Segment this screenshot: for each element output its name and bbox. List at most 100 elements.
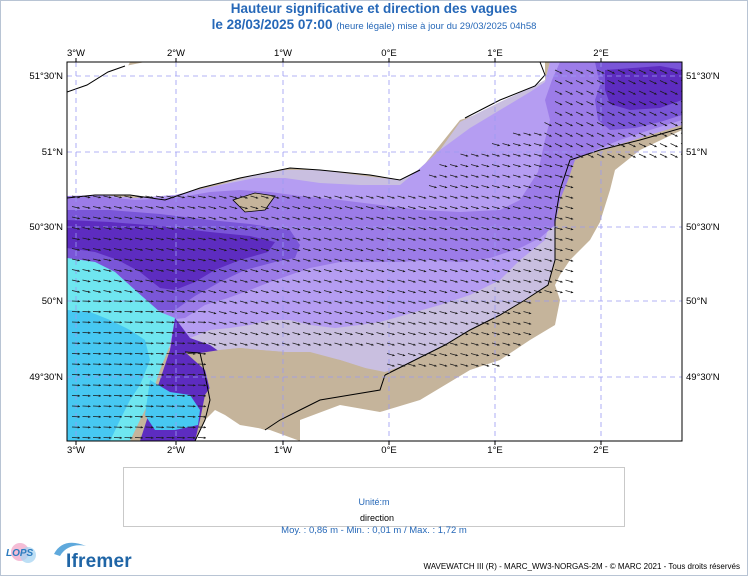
wave-arrow-head: [140, 331, 143, 334]
wave-arrow-head: [193, 352, 196, 355]
direction-text: direction: [360, 513, 395, 523]
wave-arrow-head: [203, 269, 206, 272]
wave-arrow-head: [497, 143, 500, 147]
lon-tick-label: 1°E: [487, 445, 502, 456]
wave-arrow-head: [528, 280, 532, 283]
wave-arrow-head: [539, 185, 542, 189]
wave-arrow-head: [434, 322, 437, 325]
wave-arrow-head: [203, 310, 206, 313]
map-subtitle: le 28/03/2025 07:00 (heure légale) mise …: [0, 17, 748, 32]
wave-arrow-head: [371, 322, 374, 325]
wave-arrow-head: [601, 92, 605, 95]
lat-tick-label: 49°30'N: [686, 372, 720, 383]
wave-arrow-head: [549, 185, 553, 189]
wave-arrow-head: [497, 248, 500, 252]
wave-arrow-head: [98, 426, 101, 429]
wave-arrow-head: [381, 227, 385, 231]
lops-text: LOPS: [6, 548, 34, 559]
map-border: [66, 61, 683, 442]
wave-arrow-head: [171, 269, 175, 272]
wave-arrow-head: [182, 415, 185, 418]
wave-arrow-head: [402, 311, 406, 315]
wave-arrow-head: [88, 405, 91, 408]
wave-arrow-head: [580, 113, 584, 116]
england-coast: [67, 65, 421, 201]
wave-arrow-head: [88, 310, 91, 313]
wave-arrow-head: [612, 102, 615, 106]
wave-arrow-head: [172, 321, 175, 324]
wave-arrow-head: [455, 301, 458, 304]
wave-arrow-head: [350, 248, 353, 252]
wave-arrow-head: [402, 332, 406, 336]
wave-arrow-head: [308, 259, 311, 262]
wave-arrow-head: [612, 155, 615, 158]
wave-arrow-head: [455, 227, 458, 231]
wave-arrow-head: [203, 248, 206, 251]
wave-arrow-head: [297, 269, 301, 273]
wave-arrow-head: [129, 290, 133, 293]
wave-arrow-head: [182, 373, 185, 376]
wave-arrow-head: [234, 280, 238, 283]
wave-arrow-head: [161, 248, 164, 251]
wave-arrow-head: [381, 269, 385, 273]
wave-arrow-head: [350, 322, 353, 325]
wave-arrow-head: [140, 310, 143, 313]
wave-arrow-head: [423, 301, 427, 304]
wave-arrow-head: [308, 290, 311, 294]
wave-arrow-head: [402, 248, 406, 252]
wave-arrow-head: [193, 331, 196, 334]
wave-arrow-head: [497, 238, 500, 241]
wave-arrow-head: [465, 280, 469, 283]
wave-arrow-head: [224, 227, 227, 231]
wave-arrow-head: [539, 175, 542, 178]
wave-arrow-head: [87, 248, 91, 251]
wave-arrow-head: [171, 217, 175, 220]
wave-arrow-head: [172, 300, 175, 303]
wave-arrow-head: [560, 248, 563, 252]
wave-arrow-head: [633, 123, 636, 127]
wave-arrow-head: [203, 373, 206, 376]
wave-arrow-head: [444, 343, 448, 346]
wave-arrow-head: [276, 269, 280, 273]
wave-arrow-head: [455, 353, 458, 357]
wave-arrow-head: [476, 164, 479, 168]
wave-arrow-head: [476, 280, 479, 283]
wave-arrow-head: [130, 331, 133, 334]
wave-arrow-head: [570, 227, 574, 231]
wave-arrow-head: [455, 164, 458, 168]
wave-arrow-head: [255, 280, 259, 283]
wave-arrow-head: [151, 321, 154, 324]
wave-arrow-head: [140, 415, 143, 418]
wave-arrow-head: [423, 364, 427, 367]
wave-arrow-head: [486, 154, 490, 157]
wave-arrow-head: [413, 227, 416, 231]
wave-arrow-head: [129, 206, 133, 209]
lon-tick-label: 2°W: [167, 445, 185, 456]
wave-arrow-head: [507, 154, 511, 157]
wave-arrow-head: [224, 311, 227, 315]
credits: WAVEWATCH III (R) - MARC_WW3-NORGAS-2M -…: [423, 562, 740, 571]
wave-arrow-head: [423, 227, 427, 231]
wave-arrow-head: [77, 280, 80, 283]
wave-arrow-head: [507, 311, 511, 315]
wave-arrow-head: [109, 394, 112, 397]
wave-arrow-head: [350, 227, 353, 231]
wave-arrow-head: [224, 332, 227, 336]
wave-arrow-head: [455, 311, 458, 315]
wave-arrow-head: [486, 196, 490, 199]
wave-arrow-head: [580, 144, 584, 148]
wave-arrow-head: [245, 269, 248, 273]
wave-arrow-head: [213, 248, 217, 252]
wave-arrow-head: [381, 280, 385, 283]
wave-arrow-head: [497, 206, 500, 210]
wave-arrow-head: [465, 301, 469, 304]
wave-arrow-head: [203, 300, 206, 303]
wave-arrow-head: [266, 343, 269, 346]
lat-tick-label: 51°30'N: [686, 71, 720, 82]
wave-arrow-head: [528, 196, 532, 199]
wave-arrow-head: [182, 384, 185, 387]
wave-arrow-head: [140, 280, 143, 283]
wave-arrow-head: [591, 81, 594, 85]
wave-arrow-head: [192, 217, 196, 220]
wave-arrow-head: [371, 332, 374, 336]
